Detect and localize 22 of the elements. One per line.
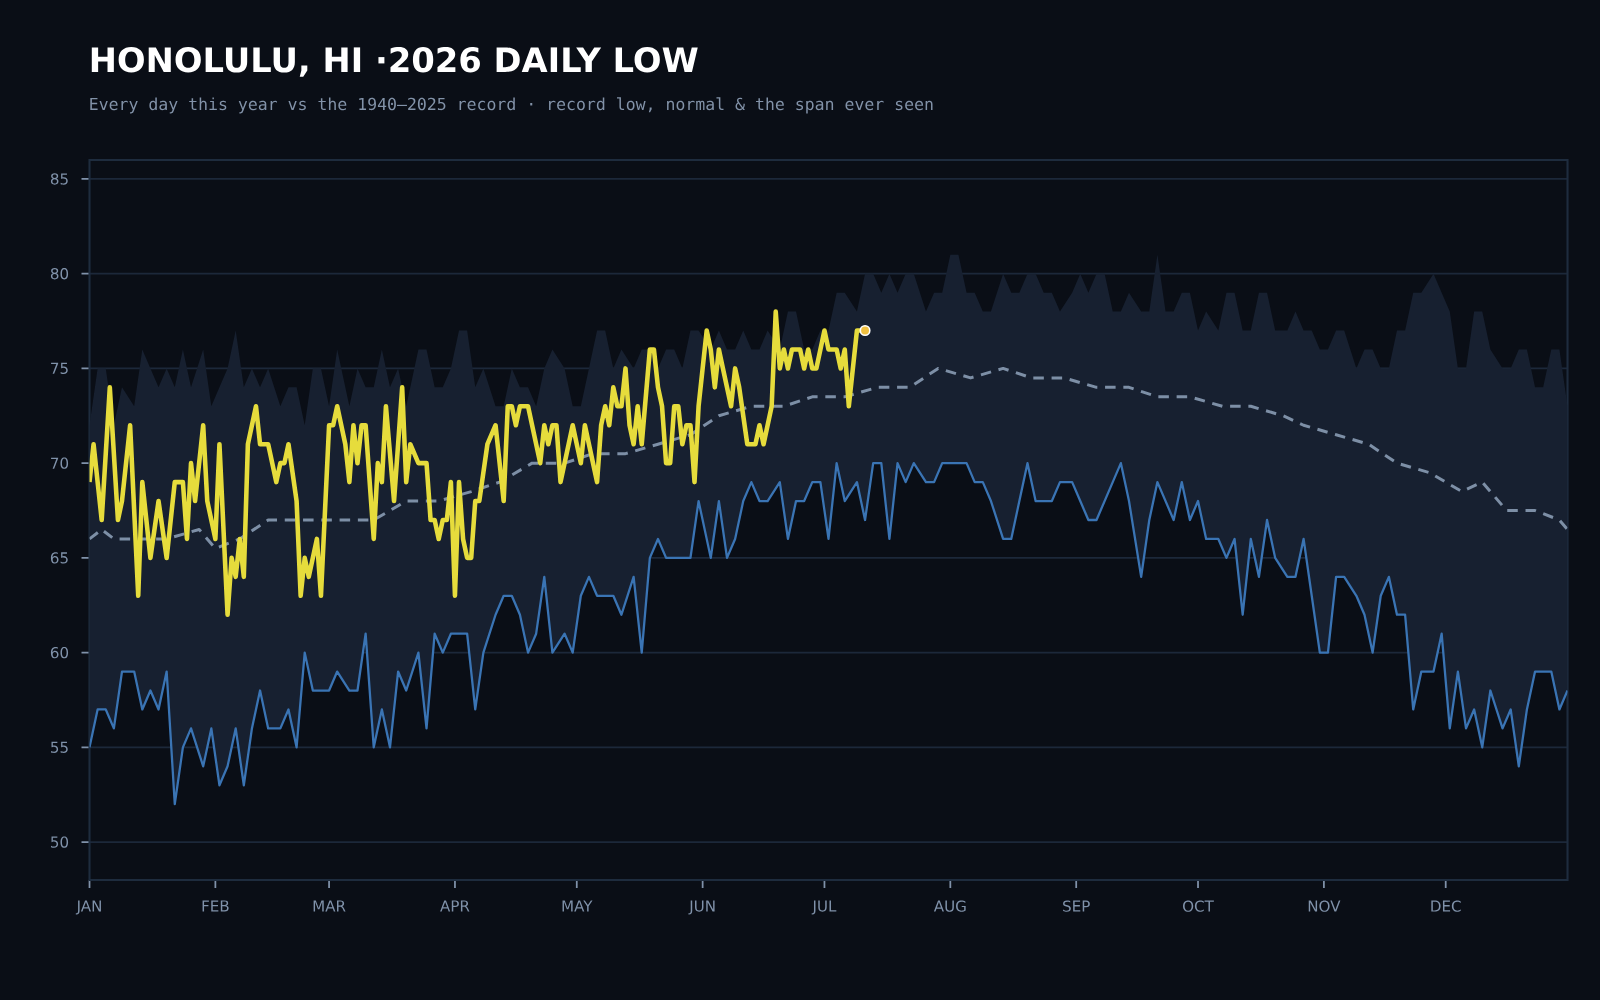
y-tick-label: 70 (51, 457, 69, 469)
x-tick-label: OCT (1183, 900, 1214, 912)
x-tick-label: AUG (933, 900, 966, 912)
y-tick-label: 75 (51, 362, 68, 375)
x-tick-label: SEP (1063, 900, 1090, 912)
x-tick-label: DEC (1431, 900, 1461, 912)
chart-title: HONOLULU, HI ·2026 DAILY LOW (91, 46, 698, 77)
y-tick-label: 50 (51, 836, 69, 848)
x-tick-label: FEB (202, 900, 229, 912)
x-tick-label: NOV (1308, 900, 1341, 912)
x-tick-label: JUL (811, 900, 837, 915)
x-tick-label: JAN (75, 900, 101, 915)
x-tick-label: APR (440, 900, 470, 912)
y-tick-label: 55 (51, 741, 68, 753)
chart-subtitle: Every day this year vs the 1940–2025 record · record low, normal & the span ever seen (90, 97, 933, 114)
x-tick-label: MAR (313, 900, 346, 912)
x-tick-label: MAY (562, 900, 593, 912)
x-tick-label: JUN (688, 900, 715, 915)
y-tick-label: 60 (50, 646, 69, 659)
y-tick-label: 85 (50, 173, 68, 185)
y-tick-label: 65 (50, 552, 68, 564)
y-tick-label: 80 (50, 267, 69, 280)
